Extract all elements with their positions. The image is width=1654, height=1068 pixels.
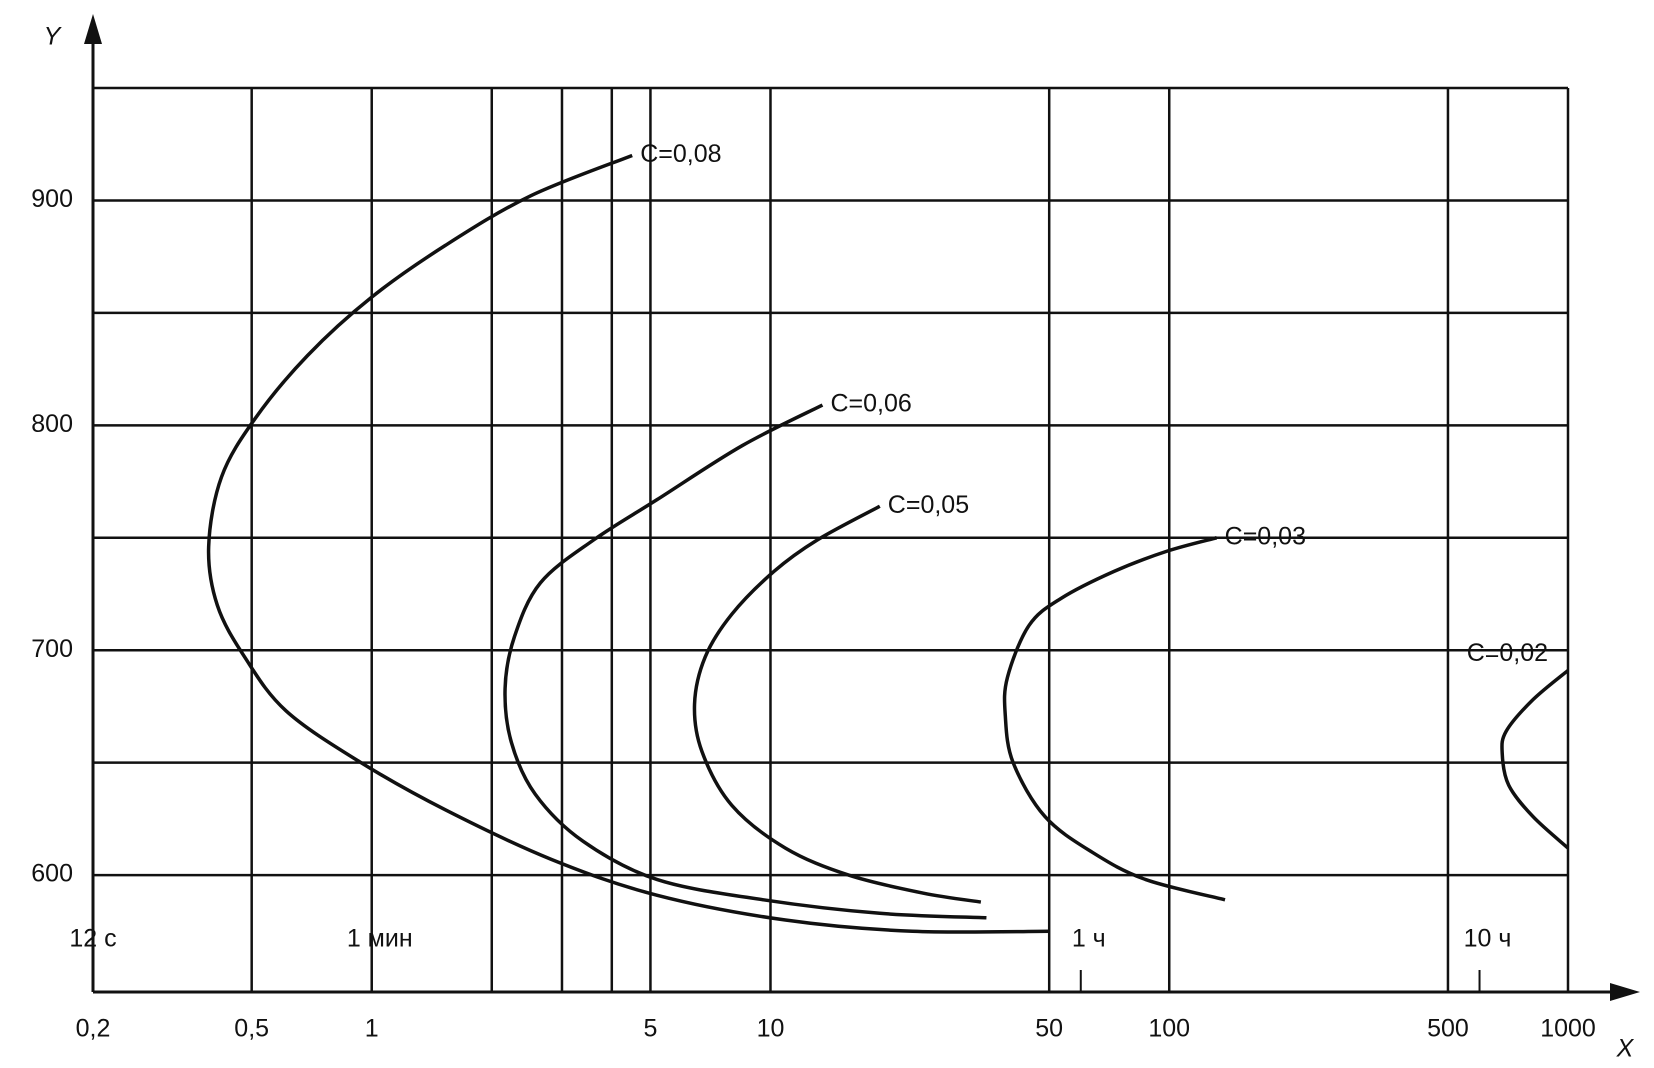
y-tick-label: 600 xyxy=(31,860,73,888)
curve xyxy=(503,403,987,920)
curve-label: C=0,05 xyxy=(888,491,969,519)
curve xyxy=(1002,536,1226,902)
x-tick-label: 50 xyxy=(1035,1015,1063,1043)
y-tick-label: 900 xyxy=(31,185,73,213)
x-axis-arrow xyxy=(1610,983,1640,1001)
y-tick-label: 700 xyxy=(31,635,73,663)
x-tick-label: 0,5 xyxy=(234,1015,269,1043)
curve-label: C=0,08 xyxy=(640,140,721,168)
time-label: 1 ч xyxy=(1072,925,1106,953)
time-label: 1 мин xyxy=(347,925,413,953)
y-axis-arrow xyxy=(84,14,102,44)
x-tick-label: 100 xyxy=(1148,1015,1190,1043)
curve xyxy=(206,153,1050,934)
curve-label: C=0,02 xyxy=(1467,639,1548,667)
curve-label: C=0,03 xyxy=(1225,522,1306,550)
x-tick-label: 500 xyxy=(1427,1015,1469,1043)
time-label: 12 с xyxy=(69,925,116,953)
x-tick-label: 0,2 xyxy=(76,1015,111,1043)
x-tick-label: 5 xyxy=(643,1015,657,1043)
curve xyxy=(1500,669,1570,850)
curve xyxy=(692,504,982,904)
time-label: 10 ч xyxy=(1464,925,1512,953)
x-tick-label: 10 xyxy=(757,1015,785,1043)
x-tick-label: 1000 xyxy=(1540,1015,1596,1043)
x-tick-label: 1 xyxy=(365,1015,379,1043)
y-tick-label: 800 xyxy=(31,410,73,438)
x-axis-label: X xyxy=(1616,1035,1635,1063)
y-axis-label: Y xyxy=(44,23,63,51)
curve-label: C=0,06 xyxy=(830,390,911,418)
